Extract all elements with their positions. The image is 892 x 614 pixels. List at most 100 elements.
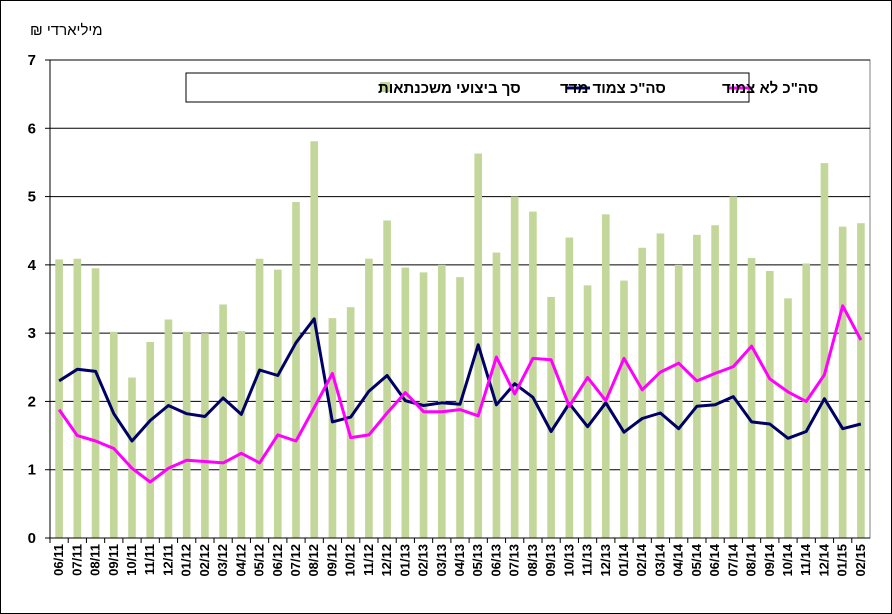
bar [401,267,410,538]
bar [656,233,665,538]
y-tick-label: 5 [28,189,36,206]
bar [91,268,100,538]
bar [365,258,373,538]
bar [182,331,191,538]
legend-box [185,72,750,103]
x-tick-label: 09/11 [106,544,121,576]
x-tick-label: 08/12 [306,544,321,577]
x-tick-label: 08/13 [525,544,540,577]
bar [547,296,555,538]
x-tick-label: 05/13 [470,544,485,577]
x-tick-label: 07/12 [288,544,303,577]
bar [674,264,683,538]
bar [838,226,847,539]
bar [820,163,829,538]
x-tick-label: 02/13 [416,544,431,577]
x-tick-label: 06/13 [488,544,503,577]
legend-label: סך ביצועי משכנתאות [378,80,521,97]
x-tick-label: 03/13 [434,544,449,577]
y-tick-label: 0 [28,530,36,547]
x-tick-label: 12/13 [598,544,613,577]
legend-label: סה"כ לא צמוד [722,80,818,97]
y-tick-label: 4 [28,257,37,274]
y-tick-label: 7 [28,52,36,69]
bar [201,333,209,538]
series-line [57,304,863,484]
legend-label: סה"כ צמוד מדד [560,80,666,97]
x-tick-label: 10/14 [780,543,795,576]
x-tick-label: 10/13 [561,544,576,577]
bar [747,258,756,538]
x-tick-label: 01/14 [616,543,631,576]
bar [456,277,464,538]
bar [109,331,118,538]
x-tick-label: 09/12 [324,544,339,577]
x-tick-label: 01/15 [835,544,850,577]
bar [237,331,246,538]
x-tick-label: 08/11 [88,544,103,576]
x-tick-label: 05/14 [689,543,704,576]
x-tick-label: 01/13 [397,544,412,577]
y-tick-label: 3 [28,325,36,342]
x-tick-label: 10/11 [124,544,139,576]
bar [73,258,82,538]
x-tick-label: 11/11 [142,544,157,575]
bar [164,319,173,538]
bar [601,214,610,538]
x-tick-label: 11/13 [580,544,595,576]
bar [383,220,391,538]
bar [310,141,319,538]
y-tick-label: 1 [28,462,36,479]
bar [219,304,227,538]
x-tick-label: 09/13 [543,544,558,577]
series-line [58,317,862,443]
bar [292,202,300,538]
y-tick-label: 2 [28,393,36,410]
x-tick-label: 12/11 [160,544,175,576]
line-series [57,304,863,484]
y-tick-label: 6 [28,120,36,137]
x-tick-label: 03/14 [652,543,667,576]
bar [638,247,647,539]
x-tick-label: 06/11 [51,544,66,576]
x-tick-label: 07/13 [507,544,522,577]
x-tick-label: 04/14 [671,543,686,576]
bar [583,285,592,538]
x-tick-label: 06/12 [270,544,285,577]
x-tick-label: 07/11 [69,544,84,576]
bar [565,237,574,539]
legend-swatch [380,82,390,92]
bar [55,259,63,538]
bar [146,342,155,538]
x-tick-label: 11/12 [361,544,376,576]
bar [328,318,337,538]
bar [693,234,701,538]
bar [128,377,136,538]
x-tick-label: 01/12 [179,544,194,577]
bar [492,252,501,538]
x-tick-label: 12/14 [816,543,831,576]
x-tick-label: 07/14 [725,543,740,576]
x-tick-label: 08/14 [744,543,759,576]
x-tick-label: 10/12 [343,544,358,577]
bar [346,307,355,538]
y-axis-unit-label: מיליארדי ₪ [30,22,103,39]
bar-series [55,141,865,539]
bar [765,271,774,538]
bar [784,298,792,538]
x-tick-label: 04/12 [233,544,248,577]
bar [857,223,865,538]
x-tick-label: 02/14 [634,543,649,576]
bar [711,225,719,538]
x-tick-label: 09/14 [762,543,777,576]
bar [620,280,628,538]
x-tick-label: 04/13 [452,544,467,577]
legend: סה"כ לא צמוד סה"כ צמוד מדד סך ביצועי משכנת… [185,72,818,103]
bar [510,196,519,539]
x-tick-label: 02/15 [853,544,868,577]
bar [529,211,537,538]
x-tick-label: 06/14 [707,543,722,576]
x-tick-label: 12/12 [379,544,394,577]
